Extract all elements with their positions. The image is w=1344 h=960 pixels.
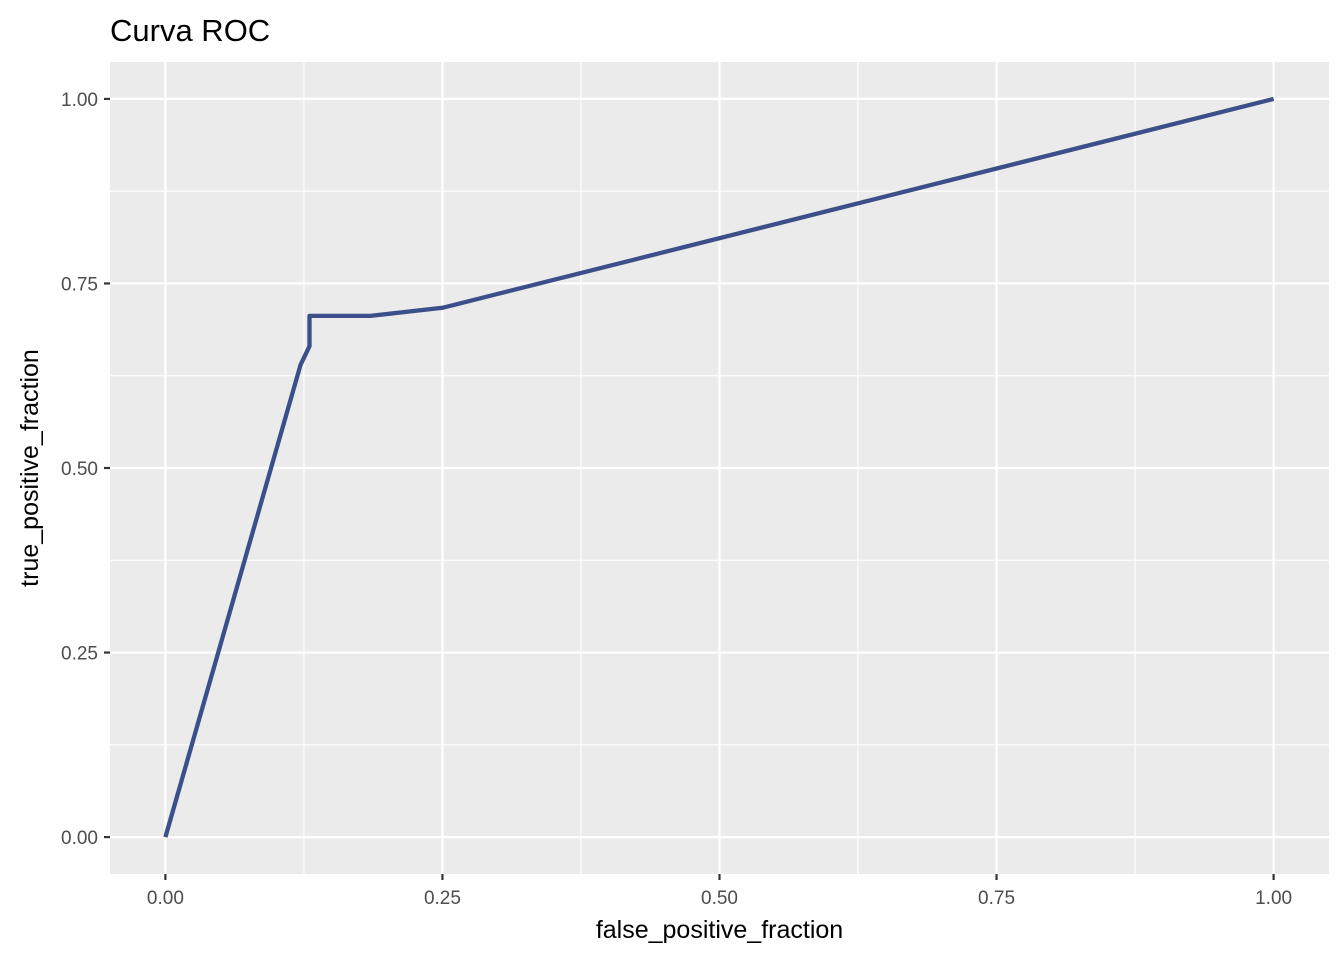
x-tick-label: 0.50 <box>701 888 738 909</box>
x-axis: 0.00 0.25 0.50 0.75 1.00 <box>147 874 1292 909</box>
y-tick-label: 0.50 <box>61 459 98 480</box>
y-axis-title: true_positive_fraction <box>16 349 44 587</box>
x-tick-label: 0.25 <box>424 888 461 909</box>
y-tick-label: 1.00 <box>61 90 98 111</box>
x-axis-title: false_positive_fraction <box>596 916 843 944</box>
major-gridlines <box>110 62 1329 874</box>
x-tick-label: 1.00 <box>1255 888 1292 909</box>
y-tick-label: 0.25 <box>61 644 98 665</box>
y-tick-label: 0.00 <box>61 828 98 849</box>
roc-curve-line <box>163 96 1275 838</box>
x-tick-label: 0.75 <box>978 888 1015 909</box>
x-tick-label: 0.00 <box>147 888 184 909</box>
chart-title: Curva ROC <box>110 13 270 48</box>
series-layer <box>163 96 1275 838</box>
y-tick-label: 0.75 <box>61 274 98 295</box>
y-axis: 0.00 0.25 0.50 0.75 1.00 <box>61 90 110 849</box>
